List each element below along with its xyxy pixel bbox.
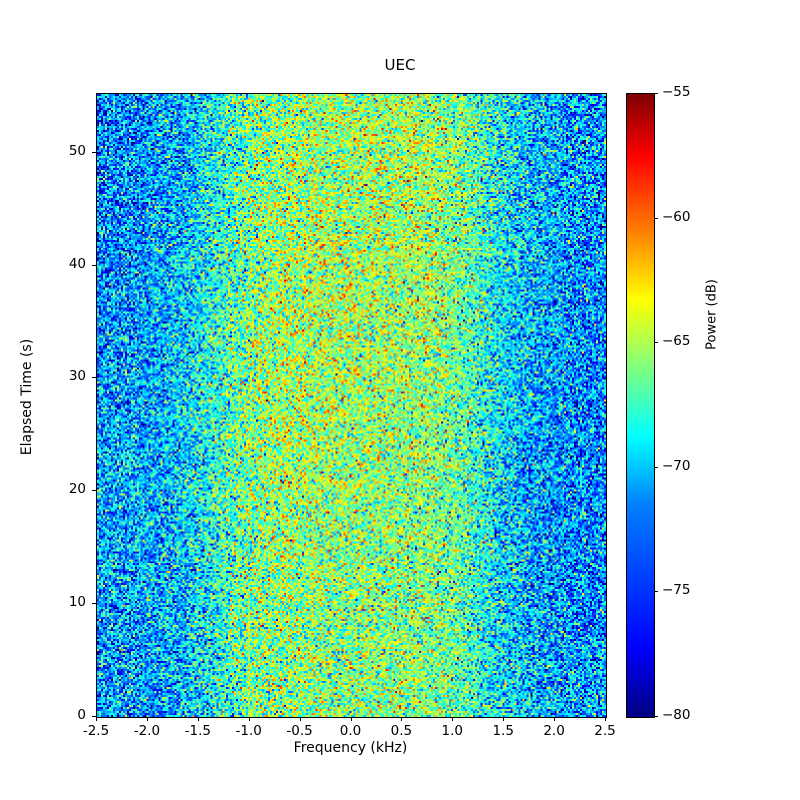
colorbar-tick-label: −80 bbox=[662, 707, 691, 723]
y-axis-tick-label: 30 bbox=[68, 368, 86, 385]
y-axis-tick bbox=[92, 490, 96, 491]
x-axis-label: Frequency (kHz) bbox=[293, 740, 408, 756]
spectrogram-plot-area bbox=[96, 93, 607, 718]
x-axis-tick bbox=[401, 717, 402, 721]
x-axis-tick bbox=[452, 717, 453, 721]
y-axis-tick-label: 20 bbox=[68, 481, 86, 498]
colorbar-tick-label: −60 bbox=[662, 208, 691, 225]
x-axis-tick bbox=[249, 717, 250, 721]
x-axis-tick-label: -0.5 bbox=[286, 723, 313, 739]
power-colorbar bbox=[626, 93, 655, 718]
x-axis-tick bbox=[554, 717, 555, 721]
y-axis-tick-label: 0 bbox=[77, 707, 86, 723]
x-axis-tick-label: 2.0 bbox=[543, 723, 565, 739]
x-axis-tick-label: 1.5 bbox=[492, 723, 514, 739]
x-axis-tick-label: -1.5 bbox=[184, 723, 211, 739]
y-axis-tick bbox=[92, 152, 96, 153]
x-axis-tick bbox=[96, 717, 97, 721]
title-line-station: UEC bbox=[384, 56, 416, 74]
x-axis-tick-label: 0.0 bbox=[339, 723, 362, 739]
y-axis-label: Elapsed Time (s) bbox=[19, 338, 35, 456]
x-axis-tick bbox=[198, 717, 199, 721]
x-axis-tick-label: -2.0 bbox=[133, 723, 161, 739]
x-axis-tick-label: -2.5 bbox=[82, 723, 110, 739]
y-axis-tick bbox=[92, 603, 96, 604]
colorbar-tick bbox=[654, 93, 658, 94]
colorbar-tick bbox=[654, 716, 658, 717]
colorbar-tick-label: −55 bbox=[662, 84, 691, 100]
x-axis-tick bbox=[503, 717, 504, 721]
x-axis-tick-label: 0.5 bbox=[390, 723, 413, 739]
x-axis-tick bbox=[351, 717, 352, 721]
colorbar-tick bbox=[654, 342, 658, 343]
colorbar-tick-label: −70 bbox=[662, 457, 691, 474]
x-axis-tick bbox=[147, 717, 148, 721]
y-axis-tick-label: 10 bbox=[68, 594, 86, 611]
y-axis-tick bbox=[92, 377, 96, 378]
colorbar-tick bbox=[654, 467, 658, 468]
colorbar-tick bbox=[654, 218, 658, 219]
x-axis-tick-label: 2.5 bbox=[594, 723, 616, 739]
y-axis-tick-label: 40 bbox=[68, 255, 86, 272]
y-axis-tick bbox=[92, 716, 96, 717]
y-axis-tick-label: 50 bbox=[68, 142, 86, 159]
colorbar-tick bbox=[654, 591, 658, 592]
x-axis-tick-label: -1.0 bbox=[235, 723, 262, 739]
x-axis-tick bbox=[300, 717, 301, 721]
spectrogram-heatmap bbox=[97, 94, 606, 717]
x-axis-tick-label: 1.0 bbox=[441, 723, 464, 739]
colorbar-tick-label: −65 bbox=[662, 333, 691, 350]
colorbar-tick-label: −75 bbox=[662, 582, 691, 599]
x-axis-tick bbox=[605, 717, 606, 721]
y-axis-tick bbox=[92, 265, 96, 266]
colorbar-label: Power (dB) bbox=[704, 279, 720, 350]
